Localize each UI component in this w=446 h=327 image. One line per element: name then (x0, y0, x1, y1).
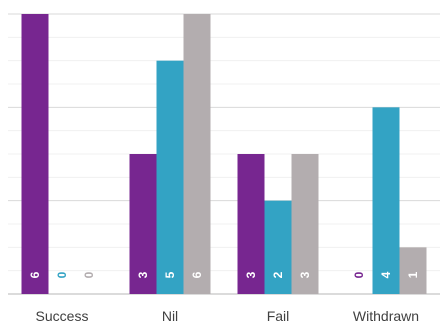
bar-fail-series-1 (237, 154, 265, 294)
data-label: 6 (28, 271, 42, 278)
category-label: Withdrawn (353, 308, 419, 324)
category-label: Success (36, 308, 89, 324)
bar-fail-series-3 (291, 154, 319, 294)
bar-fail-series-2 (264, 200, 292, 294)
data-label: 0 (55, 271, 69, 278)
category-label: Fail (267, 308, 290, 324)
data-label: 3 (244, 271, 258, 278)
data-label: 3 (136, 271, 150, 278)
bar-nil-series-3 (183, 14, 211, 294)
bar-withdrawn-series-3 (399, 247, 427, 294)
data-label: 1 (406, 271, 420, 278)
bar-success-series-1 (21, 14, 49, 294)
data-label: 4 (379, 271, 393, 278)
data-label: 2 (271, 271, 285, 278)
data-label: 6 (190, 271, 204, 278)
data-labels: 6 0 0 3 5 6 3 2 3 0 4 1 (28, 271, 420, 278)
data-label: 5 (163, 271, 177, 278)
bar-withdrawn-series-2 (372, 107, 400, 294)
bars (21, 14, 427, 294)
category-labels: Success Nil Fail Withdrawn (36, 308, 420, 324)
data-label: 0 (352, 271, 366, 278)
bar-nil-series-2 (156, 60, 184, 294)
category-label: Nil (162, 308, 178, 324)
bar-nil-series-1 (129, 154, 157, 294)
data-label: 3 (298, 271, 312, 278)
data-label: 0 (82, 271, 96, 278)
gridlines (8, 13, 440, 295)
